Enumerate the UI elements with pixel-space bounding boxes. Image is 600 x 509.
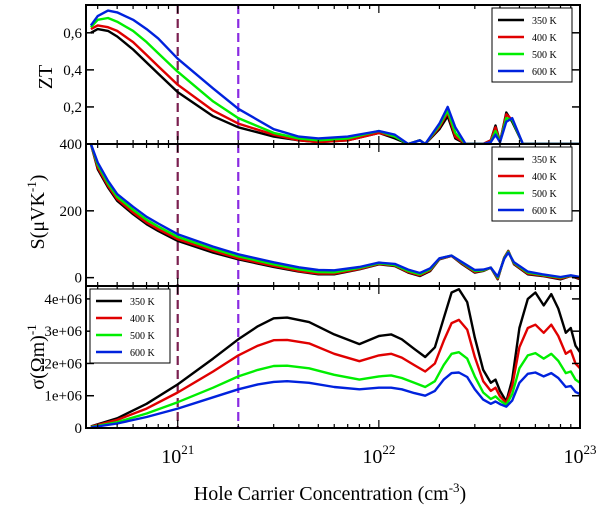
- zt-legend-label-1: 400 K: [532, 33, 558, 44]
- sigma-ylabel-exp: -1: [24, 324, 39, 335]
- chart-layer: 0,2 0,4 0,6 350 K 400 K 500 K 600 K 0 200 400 350 …: [44, 4, 597, 468]
- zt-legend: 350 K 400 K 500 K 600 K: [491, 7, 573, 83]
- seebeck-ytick-label-2: 400: [60, 137, 83, 153]
- sigma-legend-label-0: 350 K: [130, 297, 156, 308]
- zt-ylabel: ZT: [35, 65, 57, 89]
- x-tick-base: 10: [161, 446, 181, 468]
- sigma-ytick-label-0: 0: [75, 421, 83, 437]
- sigma-ylabel-main: σ(Ωm): [27, 335, 49, 390]
- seebeck-series-group: [89, 144, 580, 281]
- x-tick-exp: 22: [382, 442, 395, 457]
- seebeck-ylabel: S(μVK-1): [24, 175, 49, 250]
- zt-panel: 0,2 0,4 0,6 350 K 400 K 500 K 600 K: [63, 4, 581, 145]
- sigma-ytick-label-4: 4e+06: [44, 292, 82, 308]
- x-tick-label-0: 1021: [161, 442, 194, 468]
- zt-series-350k: [90, 27, 580, 144]
- sigma-series-600k: [90, 371, 580, 428]
- x-axis-label-exp: -3: [449, 480, 460, 495]
- x-axis-label-suffix: ): [460, 483, 467, 505]
- seebeck-legend-label-1: 400 K: [532, 172, 558, 183]
- sigma-legend-label-2: 500 K: [130, 331, 156, 342]
- x-tick-base: 10: [362, 446, 382, 468]
- sigma-frame: [85, 285, 581, 429]
- x-tick-base: 10: [564, 446, 584, 468]
- x-tick-exp: 23: [584, 442, 597, 457]
- seebeck-ylabel-exp: -1: [24, 181, 39, 192]
- sigma-panel: 0 1e+06 2e+06 3e+06 4e+06 350 K 400 K 500 K 600 …: [44, 285, 581, 437]
- seebeck-ytick-label-0: 0: [75, 271, 83, 287]
- sigma-ytick-label-3: 3e+06: [44, 324, 82, 340]
- sigma-ylabel: σ(Ωm)-1: [24, 324, 49, 389]
- x-axis-label-prefix: Hole Carrier Concentration (cm: [194, 483, 449, 505]
- sigma-series-350k: [90, 288, 580, 428]
- x-axis-label: Hole Carrier Concentration (cm-3): [194, 480, 466, 505]
- zt-ytick-label-0: 0,2: [63, 100, 82, 116]
- zt-ytick-label-2: 0,6: [63, 26, 82, 42]
- sigma-legend: 350 K 400 K 500 K 600 K: [89, 288, 171, 364]
- seebeck-legend-label-3: 600 K: [532, 206, 558, 217]
- seebeck-ylabel-end: ): [27, 175, 49, 182]
- seebeck-ylabel-main: S(μVK: [27, 192, 49, 250]
- x-tick-label-1: 1022: [362, 442, 395, 468]
- sigma-series-400k: [90, 318, 580, 428]
- x-tick-exp: 21: [181, 442, 194, 457]
- zt-series-500k: [90, 16, 580, 144]
- seebeck-ytick-label-1: 200: [60, 204, 83, 220]
- zt-ytick-label-1: 0,4: [63, 63, 82, 79]
- zt-legend-label-3: 600 K: [532, 67, 558, 78]
- sigma-legend-label-1: 400 K: [130, 314, 156, 325]
- sigma-series-group: [90, 288, 580, 428]
- seebeck-legend: 350 K 400 K 500 K 600 K: [491, 146, 573, 222]
- seebeck-legend-label-0: 350 K: [532, 155, 558, 166]
- zt-legend-label-2: 500 K: [532, 50, 558, 61]
- x-tick-label-2: 1023: [564, 442, 597, 468]
- zt-series-group: [89, 9, 580, 144]
- sigma-ytick-label-1: 1e+06: [44, 389, 82, 405]
- sigma-series-500k: [90, 351, 580, 428]
- seebeck-series-600k: [89, 144, 580, 279]
- seebeck-legend-label-2: 500 K: [532, 189, 558, 200]
- sigma-ytick-label-2: 2e+06: [44, 356, 82, 372]
- zt-series-600k: [89, 9, 580, 144]
- sigma-legend-label-3: 600 K: [130, 348, 156, 359]
- zt-legend-label-0: 350 K: [532, 16, 558, 27]
